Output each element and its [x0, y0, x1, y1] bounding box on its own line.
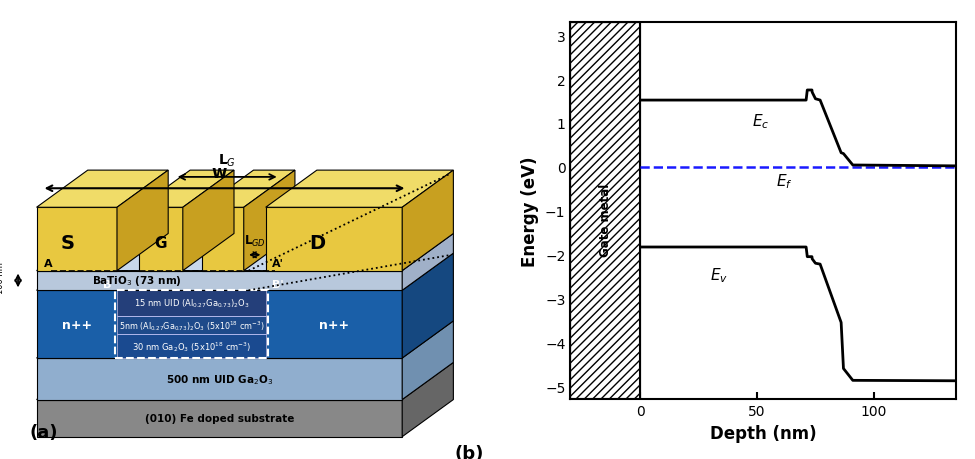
- Polygon shape: [37, 358, 403, 400]
- Polygon shape: [37, 321, 453, 358]
- Polygon shape: [117, 291, 265, 316]
- Text: $E_f$: $E_f$: [776, 172, 793, 190]
- Polygon shape: [37, 234, 453, 271]
- Polygon shape: [265, 171, 453, 208]
- Bar: [570, 23, 641, 399]
- Text: 15 nm UID (Al$_{0.27}$Ga$_{0.73}$)$_2$O$_3$: 15 nm UID (Al$_{0.27}$Ga$_{0.73}$)$_2$O$…: [134, 297, 249, 309]
- Bar: [570, 23, 641, 399]
- Text: (010) Fe doped substrate: (010) Fe doped substrate: [144, 413, 294, 423]
- Text: n++: n++: [61, 318, 92, 331]
- Text: S: S: [60, 233, 74, 252]
- Polygon shape: [37, 271, 403, 291]
- Polygon shape: [37, 363, 453, 400]
- Polygon shape: [403, 171, 453, 271]
- Polygon shape: [37, 291, 117, 358]
- Polygon shape: [183, 171, 234, 271]
- Text: D: D: [309, 233, 326, 252]
- Text: 5nm (Al$_{0.27}$Ga$_{0.73}$)$_2$O$_3$ (5x10$^{18}$ cm$^{-3}$): 5nm (Al$_{0.27}$Ga$_{0.73}$)$_2$O$_3$ (5…: [119, 318, 264, 332]
- Polygon shape: [203, 208, 244, 271]
- Polygon shape: [138, 208, 183, 271]
- Text: ~100 nm: ~100 nm: [0, 262, 6, 300]
- Text: G: G: [155, 235, 167, 250]
- Polygon shape: [37, 253, 168, 291]
- Text: Gate metal: Gate metal: [599, 183, 612, 257]
- Polygon shape: [265, 208, 403, 271]
- Text: BaTiO$_3$ (73 nm): BaTiO$_3$ (73 nm): [92, 274, 181, 288]
- Polygon shape: [203, 171, 294, 208]
- Text: w: w: [212, 164, 227, 182]
- Polygon shape: [244, 171, 294, 271]
- Text: A: A: [45, 258, 53, 268]
- Polygon shape: [403, 363, 453, 437]
- Text: L$_G$: L$_G$: [218, 152, 236, 169]
- Polygon shape: [37, 400, 403, 437]
- Text: (b): (b): [454, 444, 485, 459]
- Polygon shape: [117, 316, 265, 334]
- Polygon shape: [403, 253, 453, 358]
- Text: A': A': [272, 258, 284, 268]
- Polygon shape: [265, 253, 453, 291]
- Text: $E_v$: $E_v$: [711, 265, 728, 284]
- Text: 500 nm UID Ga$_2$O$_3$: 500 nm UID Ga$_2$O$_3$: [166, 372, 273, 386]
- X-axis label: Depth (nm): Depth (nm): [710, 424, 816, 442]
- Polygon shape: [117, 171, 168, 271]
- Polygon shape: [403, 321, 453, 400]
- Polygon shape: [265, 291, 403, 358]
- Polygon shape: [37, 208, 117, 271]
- Text: $E_c$: $E_c$: [753, 112, 770, 131]
- Text: B': B': [271, 280, 283, 289]
- Polygon shape: [138, 171, 234, 208]
- Polygon shape: [37, 171, 168, 208]
- Text: B: B: [102, 280, 111, 289]
- Text: (a): (a): [29, 423, 58, 441]
- Text: L$_{GD}$: L$_{GD}$: [244, 234, 265, 249]
- Text: 30 nm Ga$_2$O$_3$ (5x10$^{18}$ cm$^{-3}$): 30 nm Ga$_2$O$_3$ (5x10$^{18}$ cm$^{-3}$…: [132, 339, 251, 353]
- Polygon shape: [403, 234, 453, 291]
- Text: n++: n++: [319, 318, 349, 331]
- Y-axis label: Energy (eV): Energy (eV): [522, 156, 539, 266]
- Polygon shape: [117, 334, 265, 358]
